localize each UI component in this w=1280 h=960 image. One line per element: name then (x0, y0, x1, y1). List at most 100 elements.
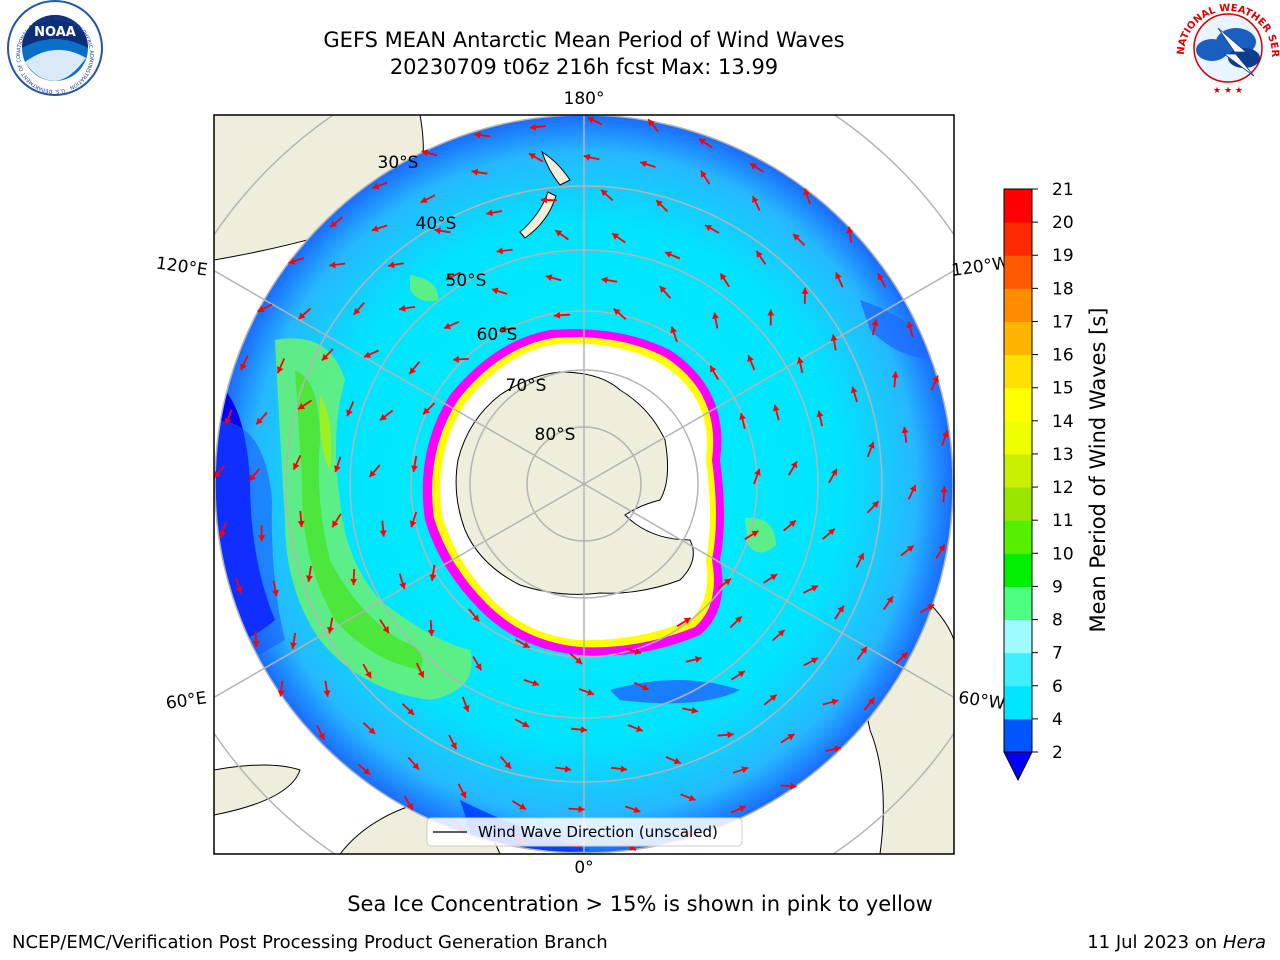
direction-arrow-head (901, 426, 909, 434)
direction-arrow-head (868, 697, 875, 705)
direction-arrow-head (334, 465, 341, 473)
direction-arrow-head (601, 276, 608, 284)
direction-arrow-head (900, 652, 908, 659)
direction-arrow-head (555, 230, 563, 237)
lat-label-30s: 30°S (378, 153, 419, 173)
direction-arrow-head (496, 247, 503, 255)
direction-arrow-head (522, 720, 529, 727)
direction-arrow-head (249, 474, 256, 481)
direction-arrow-head (837, 605, 844, 613)
direction-arrow-head (412, 762, 419, 770)
direction-arrow-head (486, 209, 493, 217)
direction-arrow-head (860, 646, 867, 654)
direction-arrow-head (665, 251, 672, 258)
svg-text:★ ★ ★: ★ ★ ★ (1213, 86, 1243, 96)
colorbar-segment (1004, 520, 1032, 554)
direction-arrow-head (240, 363, 247, 371)
colorbar-segment (1004, 553, 1032, 587)
direction-arrow-head (372, 182, 380, 190)
direction-arrow-head (754, 469, 761, 476)
direction-arrow-head (803, 188, 810, 196)
direction-arrow-head (350, 578, 358, 585)
direction-arrow-head (224, 417, 232, 425)
direction-arrow-head (323, 690, 331, 697)
direction-arrow-head (830, 468, 837, 476)
direction-arrow-head (811, 585, 818, 592)
direction-arrow-head (891, 371, 899, 378)
colorbar-segment (1004, 288, 1032, 322)
direction-arrow-head (564, 765, 572, 773)
direction-arrow-head (656, 200, 663, 207)
colorbar-tick-label: 7 (1052, 644, 1063, 664)
lat-label-50s: 50°S (446, 271, 487, 291)
direction-arrow-head (835, 272, 842, 280)
direction-arrow-head (409, 520, 417, 528)
lat-label-60s: 60°S (477, 325, 518, 345)
direction-arrow-head (796, 357, 804, 364)
direction-arrow-head (831, 698, 839, 706)
direction-arrow-head (499, 325, 507, 333)
colorbar-segment (1004, 652, 1032, 687)
direction-arrow-head (790, 461, 797, 469)
direction-arrow-head (770, 574, 778, 581)
direction-arrow-head (434, 227, 441, 235)
colorbar-segment (1004, 189, 1032, 223)
direction-arrow-head (811, 657, 818, 664)
direction-arrow-head (529, 123, 537, 131)
direction-arrow-head (670, 326, 677, 334)
colorbar-segment (1004, 387, 1032, 422)
direction-arrow-head (540, 196, 547, 204)
direction-arrow-head (219, 530, 227, 538)
chart-title: GEFS MEAN Antarctic Mean Period of Wind … (323, 28, 845, 52)
land-antarctica (455, 371, 694, 595)
direction-arrow-head (365, 671, 372, 679)
graticule-labels: 180° 120°E 120°W 60°E 60°W 0° 30°S 40°S … (155, 89, 1011, 878)
direction-arrow-head (327, 626, 334, 634)
direction-arrow-head (364, 351, 371, 358)
lat-label-40s: 40°S (416, 214, 457, 234)
direction-arrow-head (554, 311, 561, 319)
direction-arrow-head (634, 648, 642, 655)
direction-arrow-head (834, 745, 841, 753)
direction-arrow-head (417, 670, 425, 678)
colorbar-tick-label: 17 (1052, 312, 1074, 332)
direction-arrow-head (578, 805, 585, 813)
direction-arrow-head (787, 734, 795, 741)
direction-arrow-head (277, 366, 284, 374)
direction-arrow-head (738, 805, 746, 812)
direction-arrow-head (886, 596, 893, 604)
direction-arrow-head (583, 153, 591, 161)
footer-date-text: 11 Jul 2023 on (1087, 932, 1223, 953)
colorbar-tick-label: 15 (1052, 379, 1074, 399)
direction-arrow-head (330, 220, 338, 228)
land-new-zealand-north (541, 150, 571, 186)
noaa-logo-text: NOAA (34, 25, 76, 40)
lon-label-0: 0° (574, 858, 593, 878)
direction-arrow-head (272, 589, 279, 597)
direction-arrow-head (587, 117, 595, 124)
map-area: Wind Wave Direction (unscaled) (214, 115, 954, 854)
direction-arrow-head (399, 304, 406, 312)
direction-arrow-head (420, 196, 428, 203)
colorbar-segment (1004, 586, 1032, 621)
direction-arrow-head (712, 312, 719, 320)
direction-arrow-head (214, 471, 221, 478)
direction-arrow-head (747, 355, 754, 363)
colorbar-title: Mean Period of Wind Waves [s] (1086, 307, 1110, 633)
direction-arrow-head (519, 803, 527, 810)
colorbar-tick-label: 19 (1052, 246, 1074, 266)
direction-arrow-head (474, 131, 481, 139)
colorbar-segment (1004, 222, 1032, 256)
colorbar-segment (1004, 453, 1032, 488)
direction-arrow-head (532, 679, 539, 687)
direction-arrow-head (332, 520, 339, 528)
nws-logo: NATIONAL WEATHER SERVICE ★ ★ ★ (0, 0, 1280, 96)
noaa-logo: NOAA NATIONAL OCEANIC AND ATMOSPHERIC AD… (0, 0, 103, 96)
direction-arrow-head (601, 189, 608, 197)
direction-arrow-head (587, 689, 594, 696)
direction-arrow-head (297, 520, 305, 528)
lon-label-120e: 120°E (155, 254, 209, 281)
direction-arrow-head (756, 250, 763, 258)
direction-arrow-head (472, 614, 480, 622)
direction-arrow-head (751, 530, 759, 537)
